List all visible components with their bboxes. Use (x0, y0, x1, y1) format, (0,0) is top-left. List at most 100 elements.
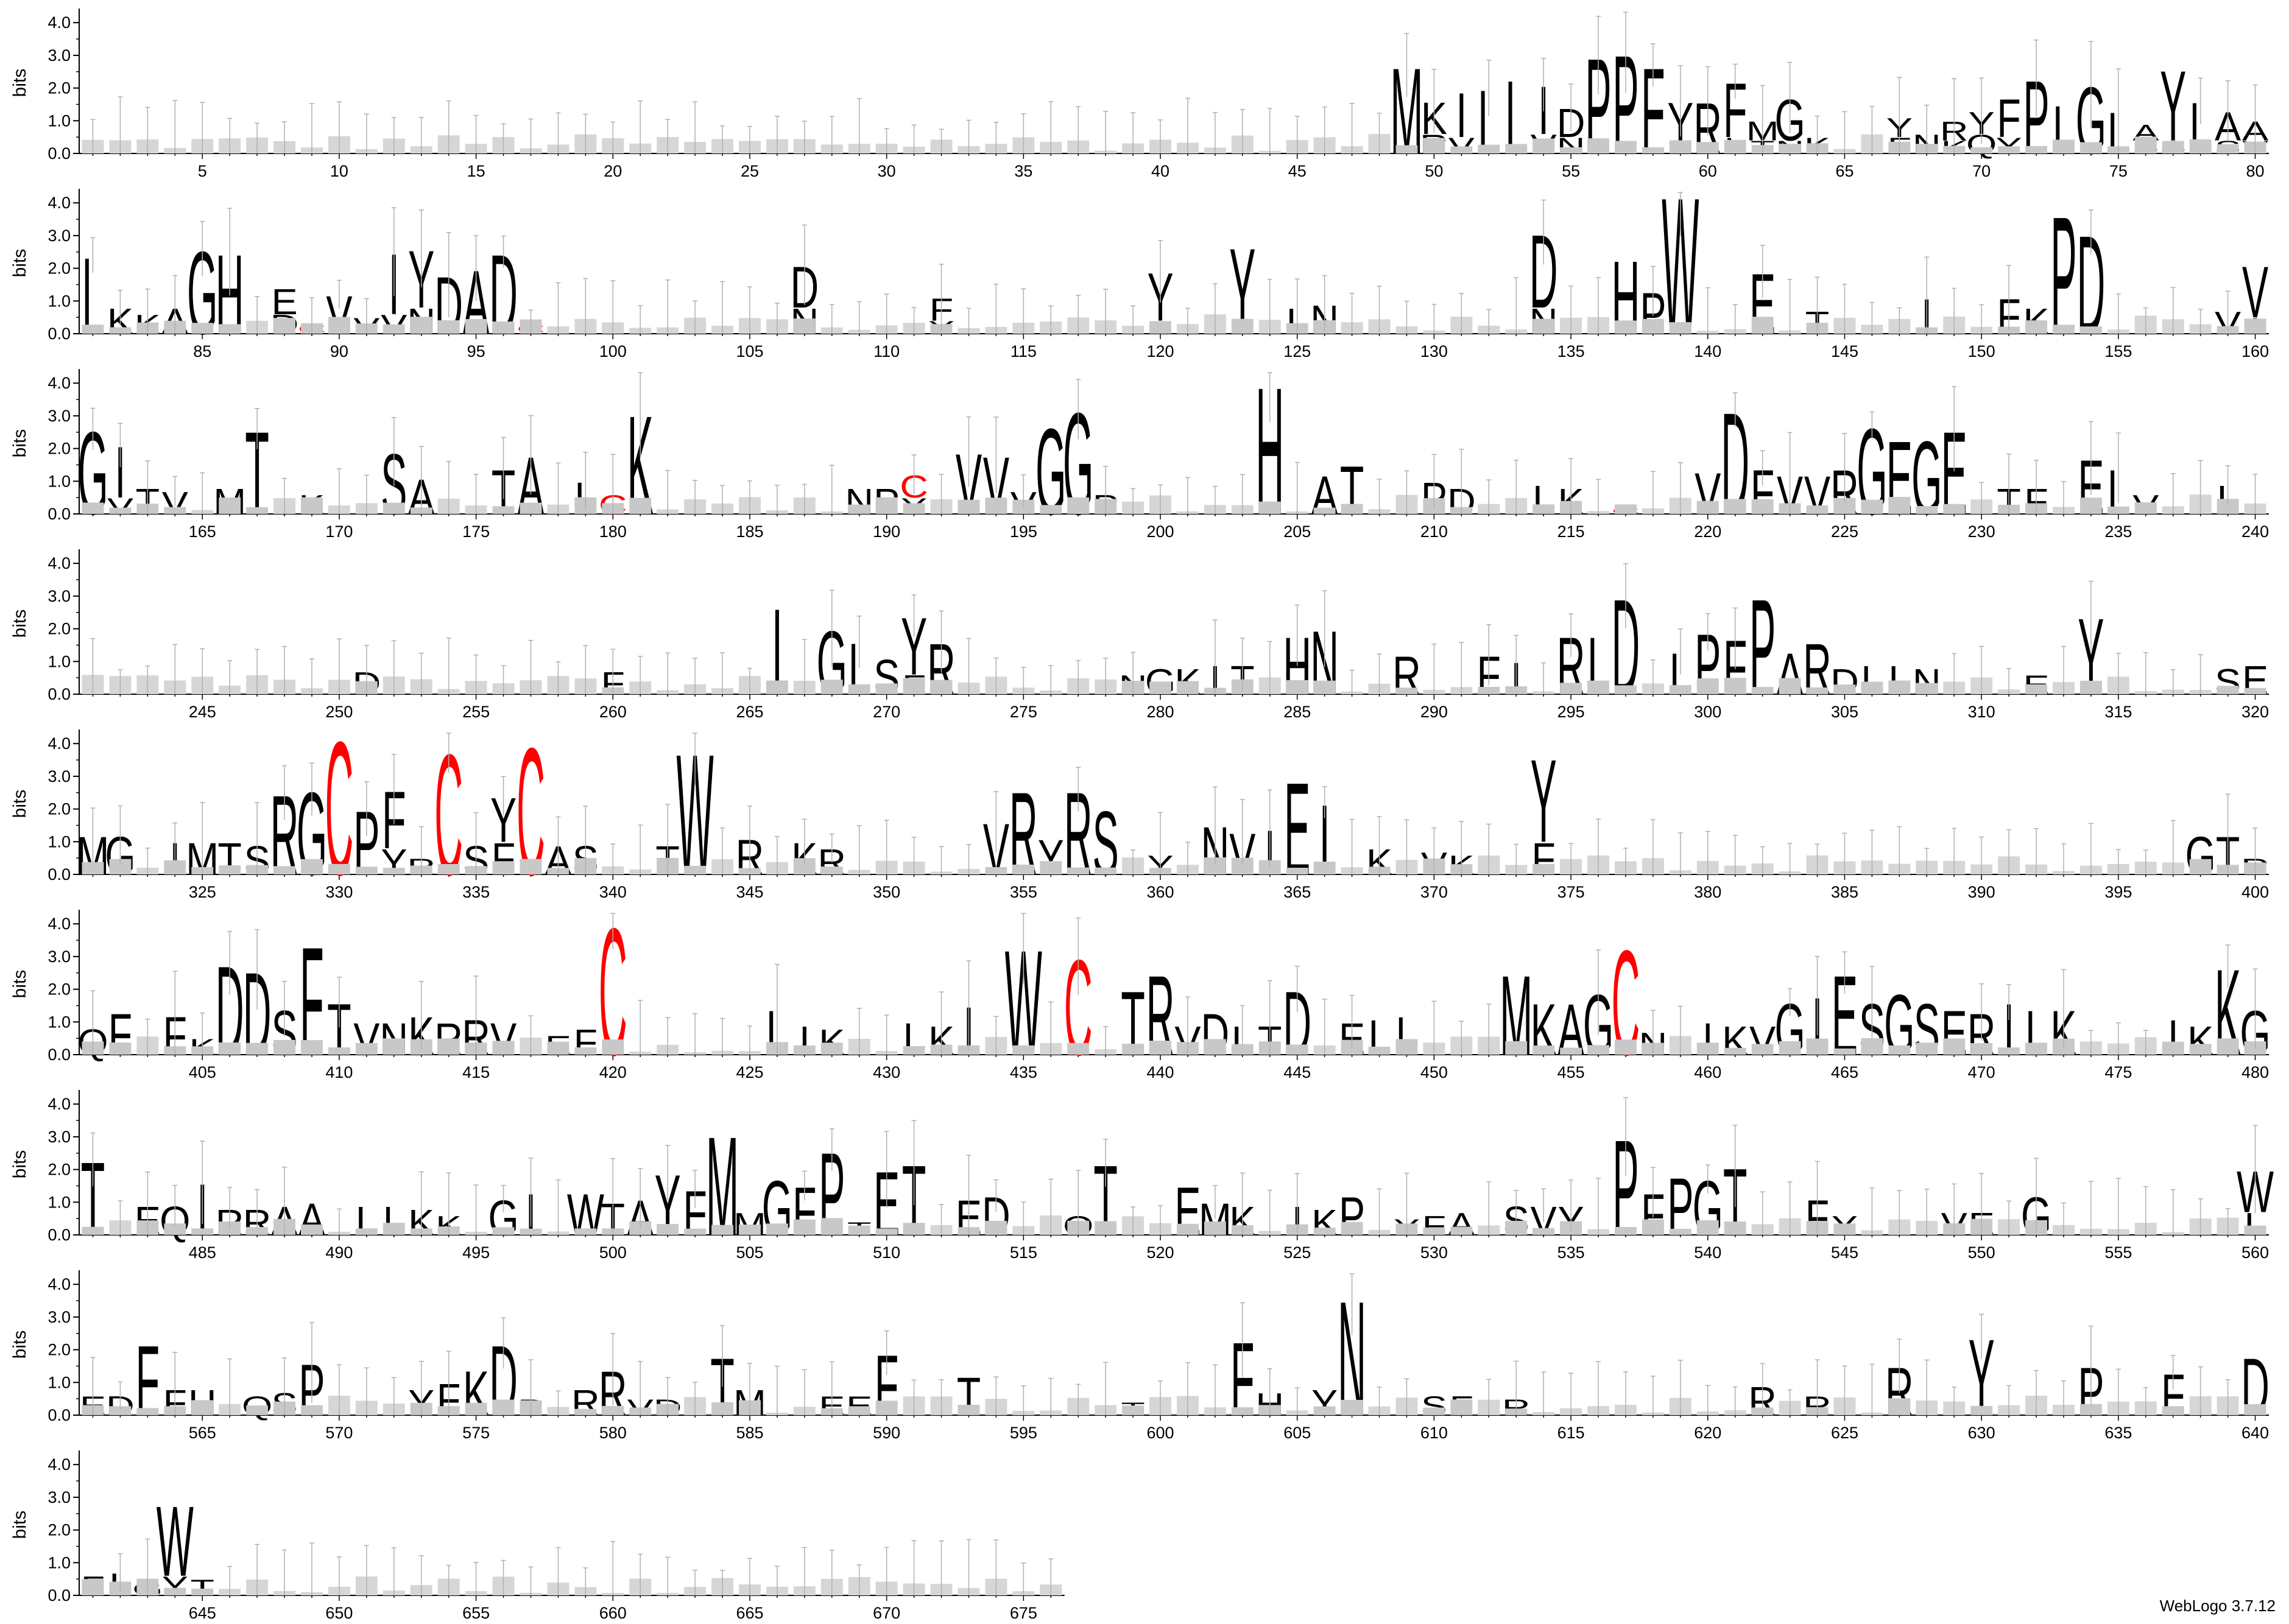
low-info-stack (82, 325, 104, 334)
low-info-stack (2134, 502, 2157, 514)
low-info-stack (1998, 1047, 2020, 1055)
low-info-stack (793, 1045, 816, 1055)
low-info-stack (2189, 1044, 2212, 1055)
low-info-stack (903, 503, 925, 514)
low-info-stack (1779, 144, 1801, 153)
y-tick-label: 4.0 (48, 194, 71, 212)
low-info-stack (602, 1039, 624, 1055)
low-info-stack (848, 684, 870, 694)
x-tick-label: 305 (1831, 703, 1858, 721)
logo-letter: Y (381, 842, 407, 882)
logo-letter: K (1722, 1018, 1748, 1063)
logo-letter: E (1174, 1174, 1201, 1250)
x-tick-label: 430 (873, 1063, 900, 1081)
low-info-stack (383, 1038, 405, 1055)
logo-letter: I (772, 583, 783, 720)
logo-letter: E (1886, 420, 1913, 536)
low-info-stack (1724, 1222, 1746, 1235)
logo-letter: M (733, 1207, 766, 1242)
logo-letter: N (1557, 133, 1585, 159)
low-info-stack (437, 863, 460, 874)
low-info-stack (1669, 140, 1691, 153)
low-info-stack (1341, 1222, 1363, 1235)
low-info-stack (1040, 505, 1062, 514)
low-info-stack (1423, 1227, 1445, 1235)
y-tick-label: 1.0 (48, 832, 71, 851)
x-tick-label: 595 (1010, 1424, 1037, 1442)
low-info-stack (82, 1226, 104, 1235)
low-info-stack (711, 1225, 734, 1235)
low-info-stack (1614, 1226, 1637, 1235)
low-info-stack (2025, 1042, 2048, 1055)
low-info-stack (2025, 146, 2048, 153)
logo-letter: A (1558, 990, 1584, 1070)
logo-letter: Y (1038, 829, 1064, 885)
x-tick-label: 640 (2241, 1424, 2269, 1442)
x-tick-label: 220 (1694, 522, 1721, 541)
x-tick-label: 165 (189, 522, 216, 541)
low-info-stack (1614, 141, 1637, 153)
logo-letter: W (567, 1182, 604, 1248)
x-tick-label: 160 (2241, 342, 2269, 360)
x-tick-label: 660 (599, 1604, 627, 1622)
logo-letter: E (1284, 755, 1310, 903)
logo-letter: N (1913, 662, 1941, 702)
y-tick-label: 0.0 (48, 1046, 71, 1064)
low-info-stack (1067, 497, 1090, 514)
low-info-stack (602, 1405, 624, 1415)
low-info-stack (1861, 499, 1883, 514)
logo-letter: F (300, 915, 324, 1088)
logo-letter: G (2185, 825, 2216, 887)
low-info-stack (820, 1042, 843, 1055)
logo-letter: L (1888, 657, 1910, 703)
low-info-stack (82, 862, 104, 874)
logo-letter: V (107, 494, 133, 519)
x-tick-label: 550 (1968, 1243, 1995, 1262)
low-info-stack (1587, 138, 1610, 153)
low-info-stack (1751, 1044, 1774, 1055)
low-info-stack (246, 507, 269, 514)
x-tick-label: 290 (1420, 703, 1448, 721)
x-tick-label: 340 (599, 883, 627, 901)
low-info-stack (1341, 1399, 1363, 1415)
low-info-stack (738, 868, 761, 874)
x-tick-label: 85 (193, 342, 211, 360)
x-tick-label: 95 (467, 342, 485, 360)
x-tick-label: 185 (736, 522, 763, 541)
low-info-stack (2134, 136, 2157, 153)
logo-letter: Y (162, 1571, 188, 1601)
y-tick-label: 2.0 (48, 980, 71, 999)
y-tick-label: 4.0 (48, 734, 71, 753)
low-info-stack (1313, 680, 1336, 694)
x-tick-label: 665 (736, 1604, 763, 1622)
low-info-stack (273, 1039, 296, 1055)
low-info-stack (985, 1220, 1007, 1235)
x-tick-label: 425 (736, 1063, 763, 1081)
low-info-stack (273, 866, 296, 874)
logo-letter: T (190, 1575, 214, 1601)
x-tick-label: 500 (599, 1243, 627, 1262)
low-info-stack (1122, 1044, 1144, 1055)
low-info-stack (848, 1225, 870, 1235)
x-tick-label: 105 (736, 342, 763, 360)
low-info-stack (191, 323, 214, 334)
low-info-stack (1012, 1045, 1035, 1055)
x-tick-label: 255 (462, 703, 490, 721)
x-tick-label: 100 (599, 342, 627, 360)
x-tick-label: 580 (599, 1424, 627, 1442)
x-tick-label: 50 (1425, 162, 1443, 180)
low-info-stack (1806, 687, 1829, 694)
logo-letter: C (517, 710, 545, 913)
logo-letter: G (1035, 403, 1066, 540)
y-tick-label: 1.0 (48, 1193, 71, 1211)
logo-letter: C (325, 701, 354, 915)
x-tick-label: 155 (2104, 342, 2132, 360)
low-info-stack (1888, 1045, 1911, 1055)
low-info-stack (1067, 1042, 1090, 1055)
x-tick-label: 555 (2104, 1243, 2132, 1262)
low-info-stack (1998, 146, 2020, 153)
logo-letter: R (1392, 645, 1421, 706)
low-info-stack (1231, 1044, 1254, 1055)
logo-letter: V (1804, 465, 1830, 526)
low-info-stack (2244, 318, 2266, 334)
